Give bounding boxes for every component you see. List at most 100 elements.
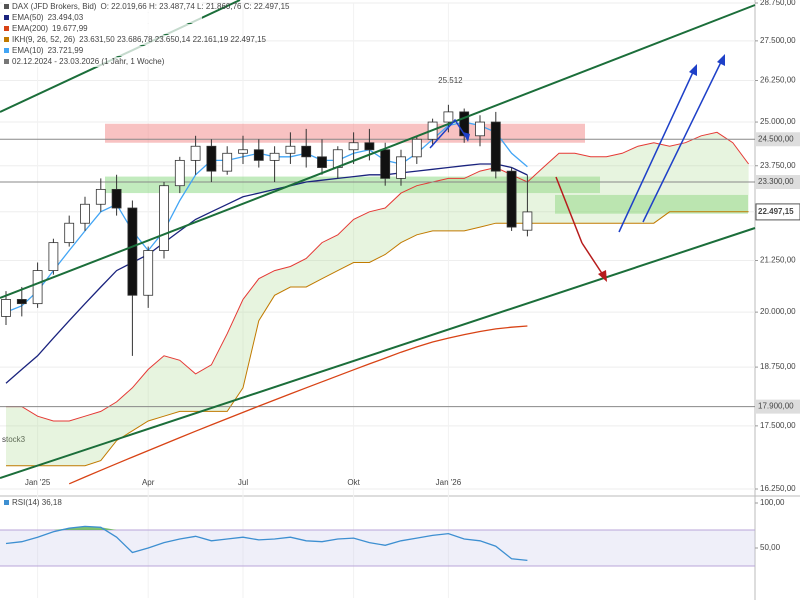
ichimoku-span	[6, 211, 749, 467]
cloud-fill	[6, 132, 749, 466]
candle-body	[348, 142, 359, 151]
candle-body	[506, 170, 517, 228]
last-price-label: 22.497,15	[758, 207, 794, 216]
watermark: stock3	[2, 435, 26, 444]
candle-body	[443, 111, 454, 123]
legend-label: EMA(50)	[12, 13, 44, 22]
y-tick-label: 28.750,00	[760, 0, 796, 7]
candle-body	[190, 145, 201, 161]
y-tick-label: 26.250,00	[760, 76, 796, 85]
candle-body	[159, 185, 169, 251]
legend-bg	[2, 35, 202, 45]
y-tick-label: 100,00	[760, 498, 785, 507]
candle-body	[475, 121, 485, 137]
arrow	[581, 242, 606, 279]
candle-body	[48, 242, 59, 271]
x-tick-label: Jan '26	[436, 478, 462, 487]
candle-body	[317, 156, 327, 168]
y-tick-label: 18.750,00	[760, 362, 796, 371]
candle-body	[285, 145, 296, 154]
x-tick-label: Apr	[142, 478, 155, 487]
x-tick-label: Jul	[238, 478, 248, 487]
legend-bg	[2, 2, 202, 12]
indicator-line	[5, 121, 528, 313]
legend-swatch	[4, 26, 9, 31]
legend-value: 23.721,99	[48, 46, 84, 55]
legend-bg	[2, 24, 202, 34]
arrow	[618, 69, 695, 233]
candle-body	[459, 111, 470, 137]
legend-swatch	[4, 500, 9, 505]
legend-bg	[2, 46, 202, 56]
legend-label: EMA(10)	[12, 46, 44, 55]
level-label-box	[756, 175, 800, 190]
y-tick-label: 50,00	[760, 543, 781, 552]
y-tick-label: 20.000,00	[760, 307, 796, 316]
level-label: 23.300,00	[758, 177, 794, 186]
zone	[105, 123, 585, 143]
zone	[105, 176, 600, 194]
high-annotation: 25.512	[438, 76, 463, 85]
legend-bg	[2, 13, 202, 23]
arrow	[429, 118, 469, 149]
candle-body	[301, 145, 312, 158]
y-tick-label: 16.250,00	[760, 484, 796, 493]
candle-body	[222, 152, 233, 172]
x-tick-label: Jan '25	[25, 478, 51, 487]
candle-body	[238, 149, 248, 154]
y-tick-label: 23.750,00	[760, 161, 796, 170]
trend-line	[0, 227, 756, 479]
level-label: 24.500,00	[758, 134, 794, 143]
candle-body	[253, 149, 264, 161]
x-tick-label: Okt	[347, 478, 360, 487]
candle-body	[269, 152, 280, 161]
legend-value: 23.494,03	[48, 13, 84, 22]
legend-swatch	[4, 4, 9, 9]
candle-body	[16, 299, 27, 305]
candle-body	[490, 121, 501, 172]
candle-body	[80, 203, 90, 224]
candle-body	[32, 270, 43, 305]
candle-body	[64, 222, 75, 244]
candle-body	[522, 211, 533, 231]
level-label-box	[756, 399, 800, 414]
legend-swatch	[4, 59, 9, 64]
last-price-box	[755, 203, 800, 221]
candle-body	[143, 250, 154, 296]
rsi-band	[0, 530, 755, 566]
indicator-line	[5, 163, 528, 384]
legend-value: O: 22.019,66 H: 23.487,74 L: 21.860,76 C…	[100, 2, 290, 11]
level-label-box	[756, 132, 800, 147]
y-tick-label: 25.000,00	[760, 117, 796, 126]
legend-value: 23.631,50 23.686,78 23.650,14 22.161,19 …	[79, 35, 266, 44]
rsi-overbought-fill	[6, 526, 528, 530]
candle-body	[396, 156, 406, 179]
arrowhead	[689, 64, 697, 76]
top-layer: 24.500,00 23.300,00 17.900,00 25.512 22.497,…	[2, 2, 800, 507]
arrowhead	[598, 270, 607, 282]
arrow	[555, 176, 583, 244]
legend-swatch	[4, 48, 9, 53]
arrow	[642, 59, 723, 223]
level-label: 17.900,00	[758, 402, 794, 411]
legend-label: EMA(200)	[12, 24, 48, 33]
candle-body	[127, 207, 138, 296]
candle-body	[380, 149, 391, 179]
legend-swatch	[4, 37, 9, 42]
legend-swatch	[4, 15, 9, 20]
candle-body	[411, 138, 422, 158]
y-tick-label: 17.500,00	[760, 421, 796, 430]
arrowhead	[717, 54, 725, 66]
ichimoku-span	[6, 131, 750, 422]
y-tick-label: 21.250,00	[760, 256, 796, 265]
candle-body	[174, 159, 185, 187]
legend-bg	[2, 57, 202, 67]
legend-label: 02.12.2024 - 23.03.2026 (1 Jahr, 1 Woche…	[12, 57, 165, 66]
candle-body	[206, 145, 217, 172]
candle-body	[364, 142, 375, 151]
rsi-line	[5, 525, 528, 562]
legend-label: DAX (JFD Brokers, Bid)	[12, 2, 97, 11]
